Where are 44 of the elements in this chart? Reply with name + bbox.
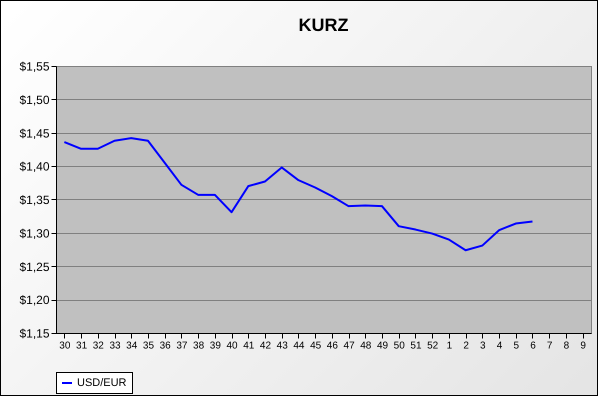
- x-tick-label: 3: [480, 340, 486, 352]
- y-tick-label: $1,45: [19, 126, 50, 140]
- x-tick-label: 50: [394, 340, 406, 352]
- y-tick-label: $1,35: [19, 193, 50, 207]
- y-tick-label: $1,50: [19, 92, 50, 107]
- x-tick-label: 38: [193, 340, 205, 352]
- x-tick-label: 35: [142, 340, 154, 352]
- x-tick-label: 40: [226, 340, 238, 352]
- x-tick-label: 48: [360, 340, 372, 352]
- x-tick-label: 36: [160, 340, 172, 352]
- y-tick-label: $1,30: [19, 226, 50, 240]
- legend-label: USD/EUR: [77, 377, 127, 389]
- x-tick-label: 6: [530, 340, 536, 352]
- x-tick-label: 51: [410, 340, 422, 352]
- x-tick-label: 52: [427, 340, 439, 352]
- x-tick-label: 45: [310, 340, 322, 352]
- x-tick-label: 41: [243, 340, 255, 352]
- line-series: [63, 137, 534, 252]
- x-tick-label: 37: [176, 340, 188, 352]
- x-tick-label: 42: [260, 340, 272, 352]
- x-tick-label: 39: [210, 340, 222, 352]
- x-tick-label: 5: [513, 340, 520, 352]
- x-tick-label: 7: [546, 340, 553, 352]
- x-tick-label: 30: [59, 340, 71, 352]
- x-tick-label: 1: [446, 340, 453, 352]
- x-tick-label: 44: [293, 340, 305, 352]
- x-tick-label: 4: [496, 340, 503, 352]
- x-tick-label: 46: [326, 340, 338, 352]
- x-tick-label: 31: [76, 340, 88, 352]
- y-tick-label: $1,20: [19, 293, 50, 308]
- x-tick-label: 34: [126, 340, 138, 352]
- x-tick-label: 47: [344, 340, 356, 352]
- y-tick-label: $1,15: [19, 326, 50, 340]
- x-tick-label: 32: [92, 340, 104, 352]
- x-tick-label: 9: [580, 340, 586, 352]
- y-tick-label: $1,25: [19, 260, 50, 274]
- x-tick-label: 49: [376, 340, 389, 352]
- y-tick-label: $1,40: [19, 160, 50, 174]
- x-tick-label: 8: [564, 340, 570, 352]
- x-tick-label: 2: [463, 340, 470, 352]
- x-tick-label: 43: [276, 340, 288, 352]
- x-tick-label: 33: [109, 340, 122, 352]
- y-tick-label: $1,55: [19, 60, 50, 74]
- chart-title: KURZ: [298, 15, 348, 35]
